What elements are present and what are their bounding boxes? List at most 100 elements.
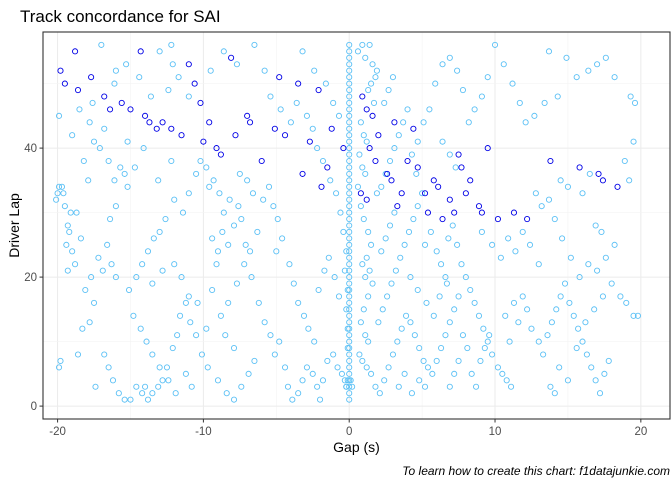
data-point: [365, 228, 372, 235]
data-point: [314, 145, 321, 152]
data-point: [540, 351, 547, 358]
data-point: [335, 112, 343, 119]
data-point: [289, 396, 296, 403]
highlight-point: [328, 125, 335, 132]
data-point: [300, 312, 308, 319]
data-point: [346, 396, 353, 403]
highlight-point: [467, 177, 474, 184]
data-point: [346, 261, 353, 268]
data-point: [365, 338, 372, 345]
data-point: [510, 299, 518, 306]
data-point: [214, 248, 222, 255]
highlight-point: [458, 164, 465, 171]
data-point: [439, 61, 446, 68]
data-point: [395, 383, 402, 390]
data-point: [203, 325, 210, 332]
data-point: [359, 41, 366, 48]
data-point: [445, 235, 452, 242]
data-point: [293, 99, 300, 106]
data-point: [369, 280, 376, 287]
data-point: [346, 93, 353, 100]
data-point: [105, 157, 112, 165]
data-point: [165, 377, 172, 384]
data-point: [497, 254, 504, 261]
data-point: [381, 99, 388, 106]
data-point: [359, 164, 366, 171]
data-point: [144, 248, 152, 255]
data-point: [112, 274, 119, 281]
data-point: [79, 325, 86, 332]
data-point: [247, 248, 254, 255]
data-point: [439, 138, 446, 145]
data-point: [333, 190, 340, 197]
data-point: [270, 203, 277, 210]
data-point: [267, 93, 274, 100]
data-point: [346, 132, 353, 139]
data-point: [357, 319, 364, 326]
data-point: [401, 370, 408, 377]
data-point: [346, 67, 353, 74]
data-point: [92, 383, 99, 390]
data-point: [611, 74, 618, 81]
highlight-point: [178, 132, 185, 139]
data-point: [430, 312, 437, 319]
data-point: [185, 293, 192, 300]
data-point: [346, 48, 353, 55]
data-point: [524, 306, 531, 313]
data-point: [410, 215, 417, 223]
data-point: [398, 325, 405, 332]
highlight-point: [276, 74, 283, 81]
highlight-point: [547, 157, 554, 165]
highlight-point: [363, 196, 370, 203]
data-point: [375, 319, 382, 326]
data-point: [346, 319, 353, 326]
data-point: [149, 390, 156, 397]
highlight-point: [101, 93, 108, 100]
data-point: [174, 332, 181, 339]
data-point: [585, 67, 592, 74]
data-point: [346, 164, 353, 171]
data-point: [414, 203, 421, 210]
highlight-point: [398, 190, 405, 197]
data-point: [567, 254, 574, 261]
data-point: [72, 261, 79, 268]
data-point: [346, 293, 353, 300]
data-point: [193, 170, 200, 177]
data-point: [286, 261, 293, 268]
data-point: [319, 377, 327, 384]
data-point: [178, 274, 185, 281]
highlight-point: [213, 145, 220, 152]
data-point: [579, 190, 586, 197]
highlight-point: [462, 190, 469, 197]
data-point: [608, 280, 615, 287]
highlight-point: [244, 112, 251, 119]
data-point: [55, 112, 63, 119]
data-point: [462, 274, 469, 281]
data-point: [260, 196, 267, 203]
grid: [43, 32, 670, 419]
data-point: [299, 377, 306, 384]
data-point: [248, 274, 255, 281]
data-point: [222, 332, 229, 339]
data-point: [467, 286, 474, 294]
data-point: [360, 306, 367, 313]
data-point: [101, 351, 108, 358]
highlight-point: [247, 119, 254, 126]
data-point: [188, 383, 195, 390]
data-point: [366, 267, 373, 274]
data-point: [545, 48, 553, 55]
data-point: [254, 228, 261, 235]
data-point: [370, 99, 378, 106]
data-point: [244, 177, 251, 184]
data-point: [261, 319, 268, 326]
data-point: [121, 170, 128, 177]
data-point: [159, 267, 166, 274]
highlight-point: [57, 67, 64, 74]
data-point: [388, 280, 395, 287]
data-point: [90, 138, 98, 145]
series-highlight-laps: [57, 48, 621, 223]
data-point: [346, 235, 353, 242]
highlight-point: [369, 112, 376, 119]
data-point: [368, 370, 375, 377]
data-point: [586, 170, 593, 177]
